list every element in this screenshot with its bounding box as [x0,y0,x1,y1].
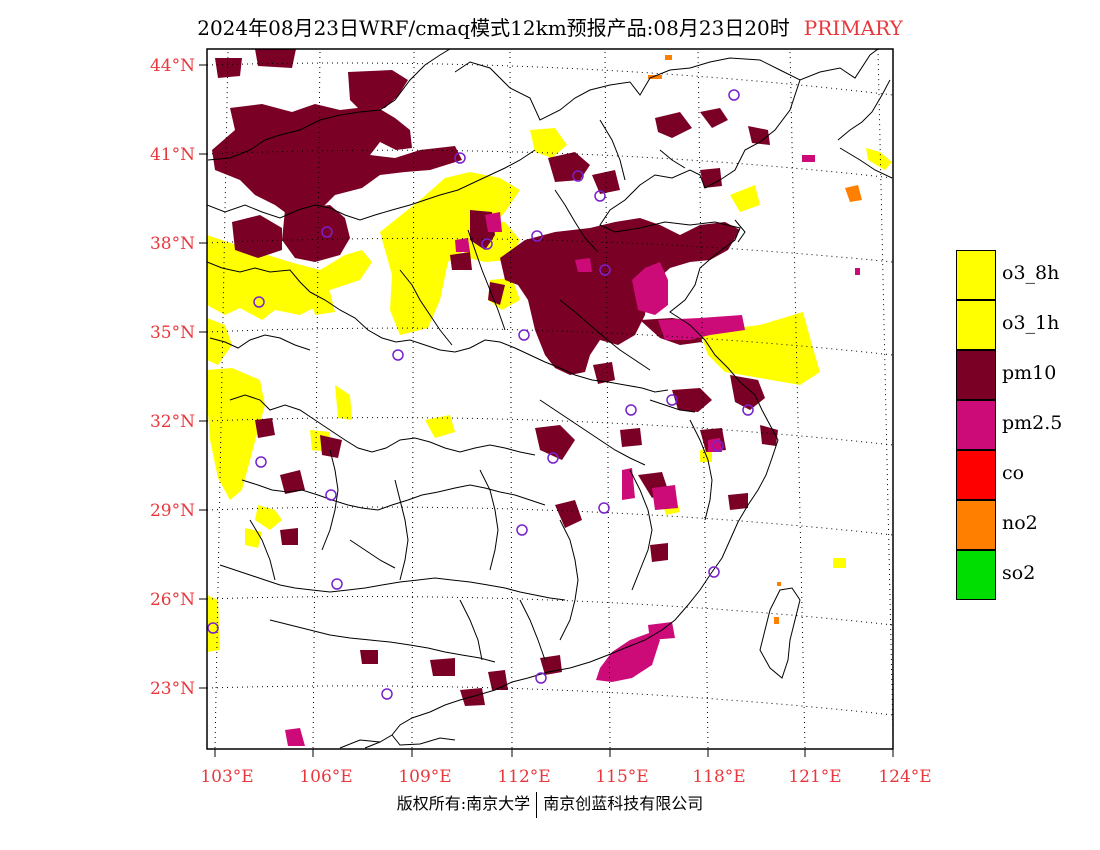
lat-label: 41°N [150,145,195,165]
legend-item-no2: no2 [956,500,1096,550]
footer-separator [536,791,538,818]
station-marker [518,329,530,341]
lat-label: 35°N [150,323,195,343]
copyright-owner: 版权所有:南京大学 [396,794,531,813]
station-marker [708,566,720,578]
axis-ticks [199,64,894,757]
legend-label: co [1002,462,1025,484]
station-marker [598,502,610,514]
boundary-lines [207,49,893,749]
no2-field [648,55,862,624]
station-marker [572,170,584,182]
copyright-footer: 版权所有:南京大学 南京创蓝科技有限公司 [0,790,1100,818]
lat-label: 38°N [150,234,195,254]
station-marker [666,394,678,406]
station-marker [253,296,265,308]
legend-label: pm2.5 [1002,412,1063,434]
latitude-labels: 44°N 41°N 38°N 35°N 32°N 29°N 26°N 23°N [150,56,195,699]
station-marker [381,688,393,700]
station-marker [392,349,404,361]
station-marker [454,152,466,164]
station-marker [535,672,547,684]
legend-swatch [956,500,996,550]
station-markers [207,89,754,700]
pollution-fields [207,49,892,746]
legend-item-co: co [956,450,1096,500]
lat-label: 32°N [150,412,195,432]
lon-label: 106°E [299,767,352,787]
station-marker [255,456,267,468]
pollutant-legend: o3_8h o3_1h pm10 pm2.5 co no2 so2 [956,250,1096,600]
map-title: 2024年08月23日WRF/cmaq模式12km预报产品:08月23日20时 P… [0,12,1100,41]
legend-swatch [956,300,996,350]
lat-label: 44°N [150,56,195,76]
station-marker [481,238,493,250]
lon-label: 124°E [878,767,931,787]
lon-label: 109°E [398,767,451,787]
title-primary-tag: PRIMARY [803,16,903,40]
lon-label: 115°E [595,767,648,787]
station-marker [547,452,559,464]
station-marker [331,578,343,590]
pm10-field [212,49,778,706]
lat-label: 29°N [150,501,195,521]
station-marker [516,524,528,536]
legend-item-o3-8h: o3_8h [956,250,1096,300]
station-marker [728,89,740,101]
legend-label: pm10 [1002,362,1057,384]
legend-item-o3-1h: o3_1h [956,300,1096,350]
station-marker [321,226,333,238]
lon-label: 103°E [200,767,253,787]
legend-swatch [956,400,996,450]
lat-label: 23°N [150,679,195,699]
title-main: 2024年08月23日WRF/cmaq模式12km预报产品:08月23日20时 [197,16,790,40]
station-marker [594,190,606,202]
station-marker [712,440,724,452]
station-marker [531,230,543,242]
station-marker [742,404,754,416]
legend-swatch [956,250,996,300]
legend-label: o3_8h [1002,262,1060,284]
station-marker [599,264,611,276]
legend-label: no2 [1002,512,1038,534]
station-marker [207,622,219,634]
lon-label: 118°E [692,767,745,787]
legend-label: so2 [1002,562,1036,584]
legend-swatch [956,550,996,600]
lat-label: 26°N [150,590,195,610]
longitude-labels: 103°E 106°E 109°E 112°E 115°E 118°E 121°… [200,767,931,787]
lon-label: 121°E [788,767,841,787]
station-marker [625,404,637,416]
lon-label: 112°E [497,767,550,787]
legend-swatch [956,350,996,400]
map-frame [206,48,894,750]
legend-item-so2: so2 [956,550,1096,600]
station-marker [325,489,337,501]
legend-item-pm25: pm2.5 [956,400,1096,450]
legend-item-pm10: pm10 [956,350,1096,400]
legend-swatch [956,450,996,500]
legend-label: o3_1h [1002,312,1060,334]
copyright-company: 南京创蓝科技有限公司 [543,794,704,813]
